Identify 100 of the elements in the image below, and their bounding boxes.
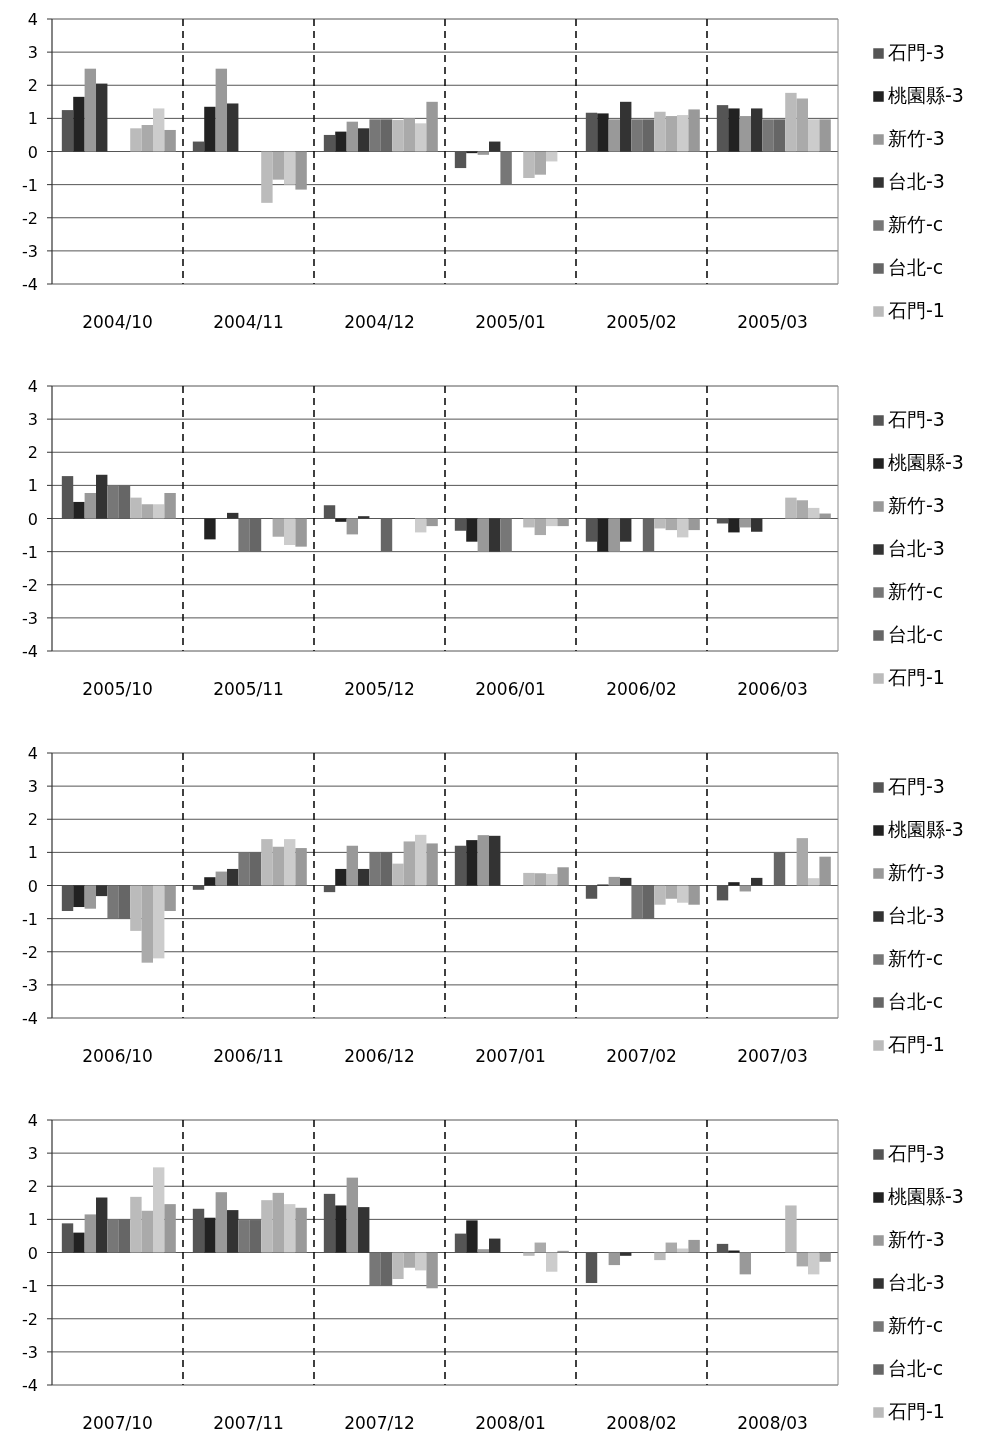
legend-label: 新竹-3 — [888, 127, 945, 149]
bar — [335, 518, 347, 522]
x-tick-label: 2006/12 — [344, 1046, 415, 1066]
bar — [785, 1205, 797, 1253]
bar — [153, 108, 165, 152]
y-tick-label: -2 — [22, 575, 38, 595]
bar — [796, 98, 808, 152]
bar — [215, 1192, 228, 1253]
bar — [546, 1252, 558, 1272]
legend-label: 台北-3 — [888, 904, 945, 926]
y-tick-label: 4 — [27, 1111, 38, 1130]
bar — [96, 1197, 108, 1253]
bar — [141, 504, 153, 519]
bar — [415, 834, 427, 886]
bar — [534, 518, 546, 536]
bar — [608, 876, 621, 886]
y-tick-label: 0 — [27, 142, 38, 162]
bar — [808, 1252, 820, 1275]
bar — [608, 518, 621, 552]
bar — [346, 845, 359, 886]
bar — [751, 108, 763, 152]
x-tick-label: 2004/12 — [344, 312, 415, 332]
bar — [118, 485, 131, 519]
bar — [369, 1252, 381, 1286]
legend-label: 新竹-3 — [888, 494, 945, 516]
bar — [164, 1204, 176, 1253]
bar — [204, 877, 216, 886]
bar — [130, 1196, 142, 1253]
y-tick-label: 0 — [27, 509, 38, 529]
x-tick-label: 2007/01 — [475, 1046, 546, 1066]
y-tick-label: 0 — [27, 876, 38, 896]
y-tick-label: 4 — [27, 377, 38, 396]
legend-label: 石門-1 — [888, 1033, 945, 1055]
x-tick-label: 2007/11 — [213, 1413, 284, 1433]
bar — [227, 103, 239, 152]
bar — [620, 518, 632, 542]
y-tick-label: 2 — [27, 443, 38, 463]
y-tick-label: -1 — [22, 909, 38, 929]
bar — [84, 68, 97, 152]
bar — [534, 151, 546, 175]
bar — [238, 852, 250, 886]
y-tick-label: 1 — [27, 1210, 38, 1230]
legend-label: 石門-1 — [888, 1400, 945, 1422]
y-tick-label: -1 — [22, 542, 38, 562]
bar — [295, 151, 307, 190]
bar — [477, 835, 490, 886]
bar — [808, 119, 820, 152]
bar — [130, 885, 142, 931]
bar — [751, 518, 763, 532]
x-tick-label: 2004/10 — [82, 312, 153, 332]
bar — [620, 101, 632, 152]
bar — [153, 885, 165, 959]
x-tick-label: 2005/01 — [475, 312, 546, 332]
bar — [358, 1207, 370, 1253]
bar — [688, 518, 700, 531]
bar — [284, 518, 296, 545]
bar — [358, 868, 370, 886]
legend-label: 桃園縣-3 — [888, 818, 964, 840]
bar — [677, 115, 689, 152]
bar — [380, 1252, 393, 1286]
bar — [369, 852, 381, 886]
bar — [819, 513, 831, 519]
legend-label: 石門-3 — [888, 1142, 945, 1164]
bar — [346, 1177, 359, 1253]
bar — [107, 885, 119, 919]
bar — [523, 518, 535, 528]
bar — [73, 501, 85, 519]
bar — [762, 119, 774, 152]
y-tick-label: -4 — [22, 275, 38, 294]
bar — [130, 128, 142, 152]
y-tick-label: -1 — [22, 175, 38, 195]
bar — [631, 119, 643, 152]
y-tick-label: 3 — [27, 777, 38, 797]
bar — [358, 516, 370, 519]
y-tick-label: -4 — [22, 1376, 38, 1395]
bar — [238, 518, 250, 552]
x-tick-label: 2007/02 — [606, 1046, 677, 1066]
x-tick-label: 2006/02 — [606, 679, 677, 699]
x-tick-label: 2006/01 — [475, 679, 546, 699]
bar — [380, 852, 393, 886]
bar — [261, 839, 273, 886]
bar — [489, 1238, 501, 1253]
bar — [808, 507, 820, 519]
bar — [295, 518, 307, 547]
y-tick-label: -4 — [22, 642, 38, 661]
bar — [773, 852, 786, 886]
bar — [141, 125, 153, 152]
bar — [358, 128, 370, 152]
y-tick-label: -2 — [22, 208, 38, 228]
x-tick-label: 2007/03 — [737, 1046, 808, 1066]
legend-label: 新竹-c — [888, 1314, 944, 1336]
bar — [164, 492, 176, 519]
x-tick-label: 2005/03 — [737, 312, 808, 332]
bar — [796, 1252, 808, 1267]
bar — [261, 1200, 273, 1253]
bar — [523, 151, 535, 178]
legend-label: 石門-3 — [888, 408, 945, 430]
bar — [426, 518, 438, 527]
y-tick-label: 2 — [27, 76, 38, 96]
bar — [73, 96, 85, 152]
